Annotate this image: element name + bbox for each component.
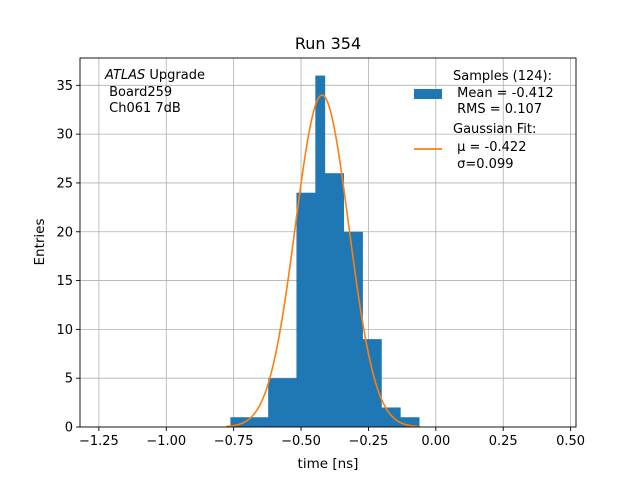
plot-frame [79,57,577,428]
legend-samples-line-1: Samples (124): [453,69,552,84]
legend: Samples (124): Mean = -0.412 RMS = 0.107… [414,69,554,172]
x-tick-label: 0.00 [421,434,450,449]
y-tick-label: 5 [65,372,73,387]
histogram-bar [334,173,345,427]
histogram-bar [230,417,241,427]
histogram-bar [268,378,278,427]
histogram-bar [362,339,373,427]
legend-fit-sigma: σ=0.099 [453,157,513,172]
legend-samples-mean: Mean = -0.412 [453,86,554,101]
x-tick-label: −0.50 [281,434,321,449]
histogram-bar [277,378,288,427]
y-axis-label: Entries [32,218,48,265]
legend-samples-rms: RMS = 0.107 [453,102,542,117]
atlas-label: ATLAS [104,68,145,83]
legend-histogram-swatch [414,89,442,99]
annotation-box: ATLAS Upgrade Board259 Ch061 7dB [104,68,205,116]
x-tick-label: −1.00 [146,434,186,449]
histogram-bar [400,417,411,427]
gaussian-fit-curve [225,94,419,428]
annotation-line-1: ATLAS Upgrade [104,68,205,83]
histogram-bar [343,231,354,427]
histogram-bars [230,75,420,428]
y-tick-label: 35 [56,79,73,94]
histogram-bar [371,339,382,427]
legend-fit-line-1: Gaussian Fit: [453,122,536,137]
histogram-bar [409,417,420,427]
y-tick-label: 25 [56,176,73,191]
x-tick-label: −0.75 [214,434,254,449]
x-tick-label: −0.25 [349,434,389,449]
x-tick-label: 0.50 [556,434,585,449]
histogram-bar [324,173,335,427]
histogram-bar [287,378,297,427]
histogram-bar [305,192,316,427]
histogram-bar [315,75,326,428]
y-tick-label: 10 [56,323,73,338]
histogram-bar [353,231,363,427]
x-axis-ticks: −1.25 −1.00 −0.75 −0.50 −0.25 0.00 0.25 0.50 [79,427,585,449]
y-tick-label: 20 [56,225,73,240]
x-tick-label: 0.25 [489,434,518,449]
y-tick-label: 0 [65,421,73,436]
y-tick-label: 30 [56,128,73,143]
annotation-board: Board259 [105,85,172,100]
x-tick-label: −1.25 [79,434,119,449]
annotation-channel: Ch061 7dB [105,101,181,116]
histogram-bar [296,192,307,427]
upgrade-label: Upgrade [145,68,205,83]
y-axis-ticks: 0 5 10 15 20 25 30 35 [56,79,80,436]
histogram-bar [390,407,401,427]
x-axis-label: time [ns] [298,456,359,472]
histogram-bar [249,417,260,427]
histogram-bar [381,407,392,427]
histogram-bar [258,417,269,427]
legend-fit-mu: μ = -0.422 [453,140,526,155]
chart-title: Run 354 [295,34,361,53]
y-tick-label: 15 [56,274,73,289]
